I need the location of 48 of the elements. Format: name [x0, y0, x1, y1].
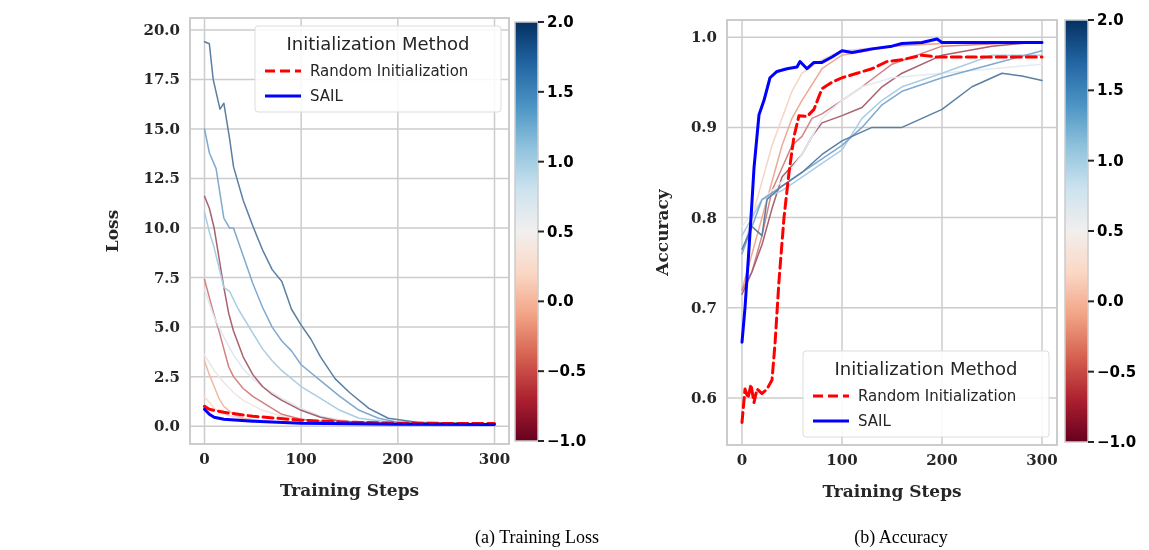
y-tick-label: 0.7: [690, 298, 717, 317]
x-tick-label: 100: [285, 450, 317, 468]
color-bar-label: 2.0: [1097, 11, 1124, 29]
x-tick-label: 0: [736, 451, 748, 469]
color-bar-label: 2.0: [547, 13, 574, 31]
y-axis-title: Accuracy: [652, 188, 672, 277]
legend-label: SAIL: [310, 87, 344, 105]
color-bar-label: 1.5: [1097, 81, 1124, 100]
text: (b) Accuracy: [854, 527, 948, 548]
y-axis-title: Loss: [102, 209, 122, 253]
x-axis-title: Training Steps: [822, 481, 962, 501]
legend-title: Initialization Method: [286, 33, 470, 54]
x-tick-label: 200: [926, 451, 958, 469]
x-tick-label: 300: [1026, 451, 1058, 469]
y-tick-label: 7.5: [153, 268, 180, 287]
y-tick-label: 17.5: [143, 70, 180, 89]
y-tick-label: 1.0: [690, 28, 717, 47]
y-tick-label: 5.0: [153, 318, 180, 337]
y-tick-label: 10.0: [143, 219, 180, 238]
color-bar-label: 0.5: [1097, 222, 1124, 240]
legend-label: Random Initialization: [858, 387, 1017, 405]
x-tick-label: 100: [826, 451, 858, 469]
y-tick-label: 12.5: [143, 169, 180, 188]
color-bar-label: 0.5: [547, 222, 574, 241]
y-tick-label: 0.8: [690, 208, 717, 227]
y-tick-label: 0.6: [690, 389, 717, 408]
color-bar-label: −0.5: [547, 362, 587, 381]
color-bar-label: −1.0: [547, 432, 587, 450]
x-tick-label: 300: [478, 450, 511, 468]
color-bar-label: 1.0: [547, 152, 574, 171]
y-tick-label: 20.0: [143, 20, 180, 39]
y-tick-label: 0.9: [690, 118, 717, 137]
color-bar-label: 0.0: [1097, 292, 1124, 311]
x-tick-label: 200: [382, 450, 414, 468]
y-tick-label: 2.5: [153, 367, 180, 386]
color-bar-label: 1.0: [1097, 151, 1124, 170]
y-tick-label: 0.0: [153, 417, 180, 436]
legend-label: Random Initialization: [310, 62, 469, 80]
legend-title: Initialization Method: [834, 358, 1018, 379]
legend-label: SAIL: [858, 412, 892, 430]
x-tick-label: 0: [199, 450, 210, 468]
color-bar-label: 1.5: [547, 82, 574, 101]
color-bar-label: 0.0: [547, 292, 574, 311]
color-bar-label: −0.5: [1097, 362, 1137, 381]
y-tick-label: 15.0: [143, 119, 180, 138]
x-axis-title: Training Steps: [279, 480, 420, 500]
color-bar-label: −1.0: [1097, 433, 1137, 451]
text: (a) Training Loss: [474, 527, 600, 548]
